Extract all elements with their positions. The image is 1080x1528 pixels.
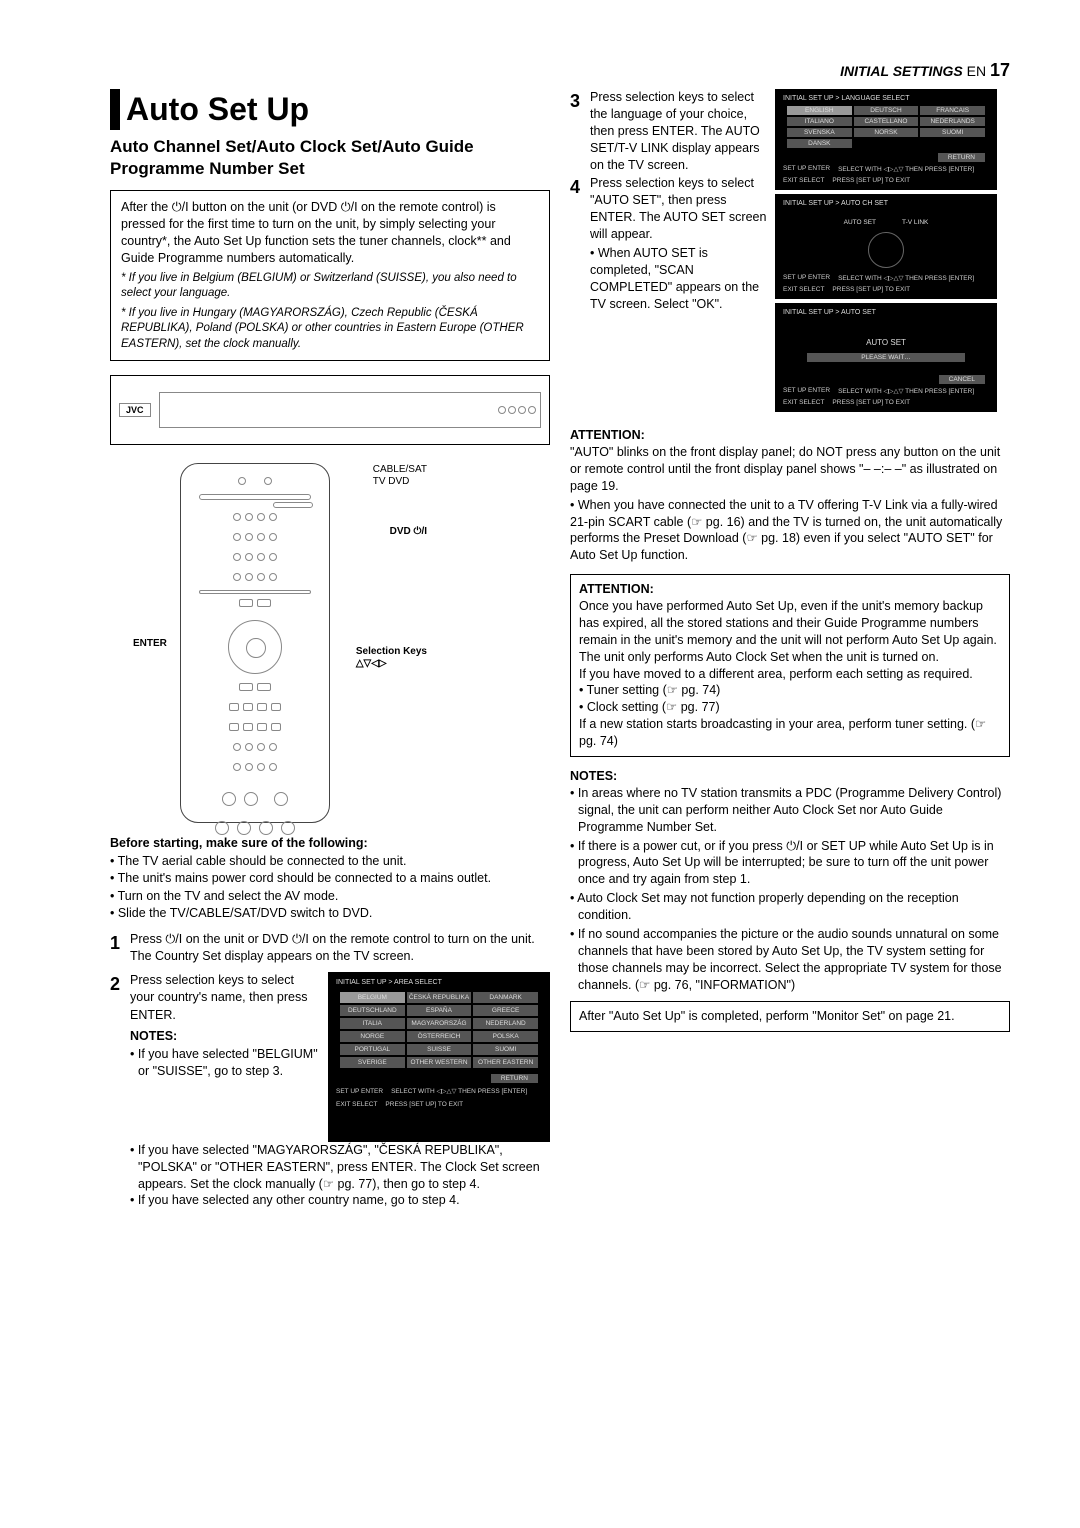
osd-area-cell: MAGYARORSZÁG xyxy=(407,1018,472,1029)
osd-auto-set: INITIAL SET UP > AUTO SET AUTO SET PLEAS… xyxy=(775,303,997,412)
intro-foot1: * If you live in Belgium (BELGIUM) or Sw… xyxy=(121,271,539,302)
osd-area-cell: ÖSTERREICH xyxy=(407,1031,472,1042)
prestart-b3: • Turn on the TV and select the AV mode. xyxy=(110,888,550,906)
notes-heading: NOTES: xyxy=(570,769,1010,783)
subtitle: Auto Channel Set/Auto Clock Set/Auto Gui… xyxy=(110,136,550,180)
intro-body: After the ⏻/I button on the unit (or DVD… xyxy=(121,199,539,267)
osd-area-cell: DEUTSCHLAND xyxy=(340,1005,405,1016)
note-3: • Auto Clock Set may not function proper… xyxy=(570,890,1010,924)
osd-area-cell: SUOMI xyxy=(473,1044,538,1055)
intro-box: After the ⏻/I button on the unit (or DVD… xyxy=(110,190,550,361)
osd-lang-cell: NORSK xyxy=(854,128,919,137)
osd-lang-cell: ITALIANO xyxy=(787,117,852,126)
note-4: • If no sound accompanies the picture or… xyxy=(570,926,1010,994)
osd-area-cell: DANMARK xyxy=(473,992,538,1003)
label-selkeys: Selection Keys△▽◁▷ xyxy=(356,646,427,670)
label-enter: ENTER xyxy=(133,638,167,649)
page-header: INITIAL SETTINGS EN 17 xyxy=(110,60,1010,81)
step-3: 3 Press selection keys to select the lan… xyxy=(570,89,767,173)
section-name: INITIAL SETTINGS xyxy=(840,63,963,79)
osd-lang-cell: DEUTSCH xyxy=(854,106,919,115)
attention1-p2: • When you have connected the unit to a … xyxy=(570,497,1010,565)
prestart-heading: Before starting, make sure of the follow… xyxy=(110,835,550,853)
osd-area-cell: ČESKÁ REPUBLIKA xyxy=(407,992,472,1003)
osd-area-select: INITIAL SET UP > AREA SELECT BELGIUMČESK… xyxy=(328,972,550,1142)
osd-area-cell: PORTUGAL xyxy=(340,1044,405,1055)
osd-area-cell: BELGIUM xyxy=(340,992,405,1003)
final-box: After "Auto Set Up" is completed, perfor… xyxy=(570,1001,1010,1032)
label-dvdpower: DVD ⏻/I xyxy=(390,526,427,538)
osd-lang-cell: DANSK xyxy=(787,139,852,148)
lang-code: EN xyxy=(967,63,986,79)
attention1-p1: "AUTO" blinks on the front display panel… xyxy=(570,444,1010,495)
osd-area-cell: NEDERLAND xyxy=(473,1018,538,1029)
title-bar: Auto Set Up xyxy=(110,89,550,130)
remote-diagram: ENTER CABLE/SATTV DVD DVD ⏻/I Selection … xyxy=(110,463,550,823)
prestart-b1: • The TV aerial cable should be connecte… xyxy=(110,853,550,871)
step-2: 2 Press selection keys to select your co… xyxy=(110,972,550,1210)
osd-area-cell: OTHER EASTERN xyxy=(473,1057,538,1068)
osd-auto-ch-set: INITIAL SET UP > AUTO CH SET AUTO SETT-V… xyxy=(775,194,997,299)
osd-area-cell: ITALIA xyxy=(340,1018,405,1029)
osd-area-cell: SVERIGE xyxy=(340,1057,405,1068)
osd-area-cell: POLSKA xyxy=(473,1031,538,1042)
step-4: 4 Press selection keys to select "AUTO S… xyxy=(570,175,767,243)
osd-lang-cell: NEDERLANDS xyxy=(920,117,985,126)
jvc-logo: JVC xyxy=(119,403,151,417)
prestart-block: Before starting, make sure of the follow… xyxy=(110,835,550,923)
note-1: • In areas where no TV station transmits… xyxy=(570,785,1010,836)
osd-lang-cell: ENGLISH xyxy=(787,106,852,115)
attention2-heading: ATTENTION: xyxy=(579,581,1001,598)
attention2-box: ATTENTION: Once you have performed Auto … xyxy=(570,574,1010,757)
osd-area-cell: SUISSE xyxy=(407,1044,472,1055)
step-1: 1 Press ⏻/I on the unit or DVD ⏻/I on th… xyxy=(110,931,550,966)
osd-area-cell: ESPAÑA xyxy=(407,1005,472,1016)
osd-language-select: INITIAL SET UP > LANGUAGE SELECT ENGLISH… xyxy=(775,89,997,190)
osd-area-cell: GREECE xyxy=(473,1005,538,1016)
osd-area-cell: NORGE xyxy=(340,1031,405,1042)
page-title: Auto Set Up xyxy=(126,91,550,128)
label-cablesat: CABLE/SATTV DVD xyxy=(373,464,427,488)
osd-lang-cell: CASTELLANO xyxy=(854,117,919,126)
attention1-heading: ATTENTION: xyxy=(570,428,1010,442)
intro-foot2: * If you live in Hungary (MAGYARORSZÁG),… xyxy=(121,306,539,353)
prestart-b4: • Slide the TV/CABLE/SAT/DVD switch to D… xyxy=(110,905,550,923)
osd-area-cell: OTHER WESTERN xyxy=(407,1057,472,1068)
device-diagram: JVC xyxy=(110,375,550,445)
osd-lang-cell: FRANCAIS xyxy=(920,106,985,115)
page-number: 17 xyxy=(990,60,1010,80)
osd-lang-cell: SUOMI xyxy=(920,128,985,137)
note-2: • If there is a power cut, or if you pre… xyxy=(570,838,1010,889)
prestart-b2: • The unit's mains power cord should be … xyxy=(110,870,550,888)
osd-lang-cell: SVENSKA xyxy=(787,128,852,137)
